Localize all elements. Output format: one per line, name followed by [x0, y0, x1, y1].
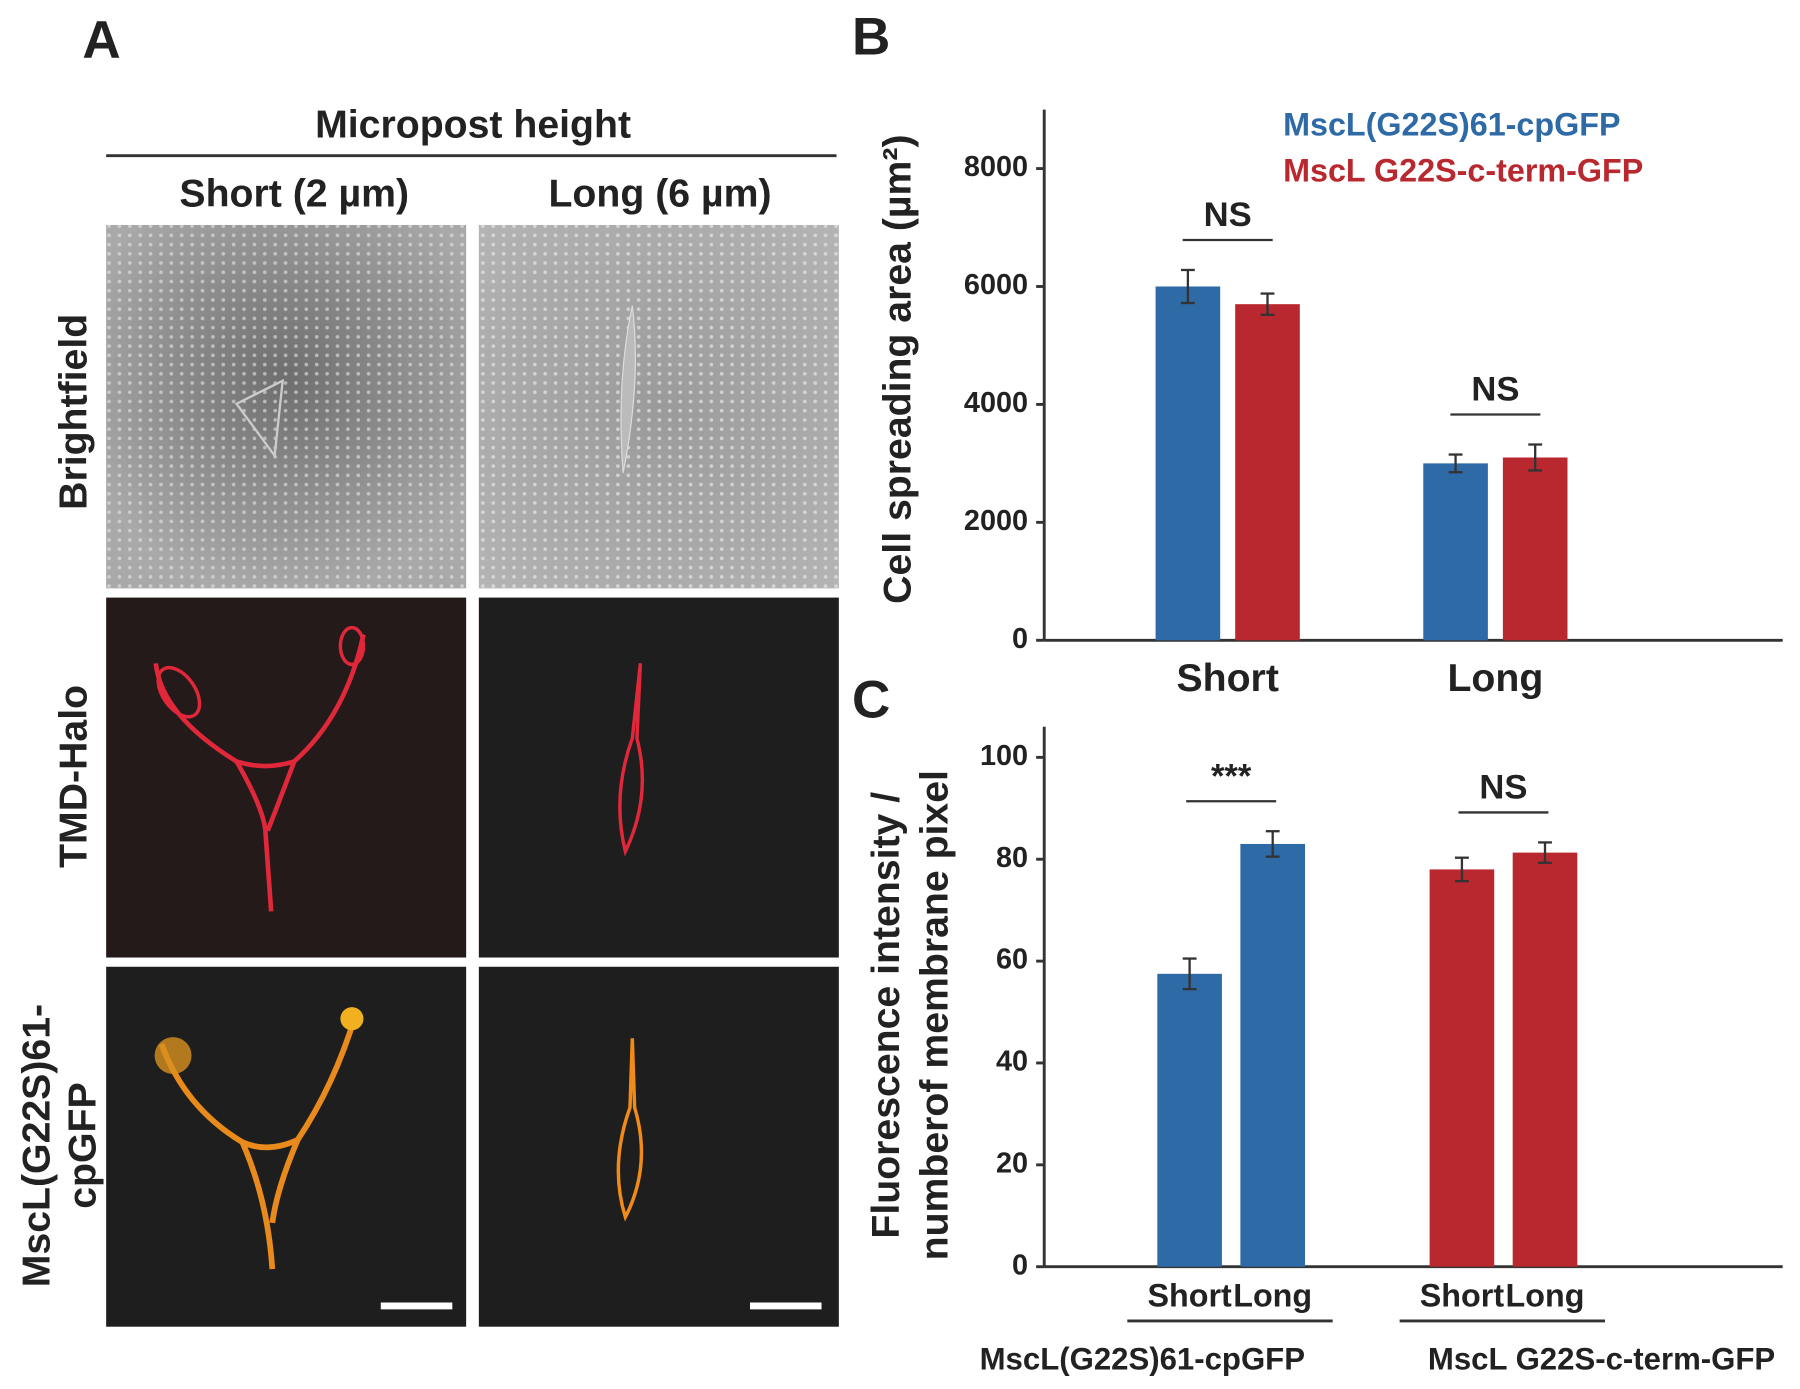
- significance-label: NS: [1204, 196, 1252, 234]
- cell: [616, 1038, 644, 1222]
- column-header: Long (6 µm): [548, 171, 771, 215]
- x-tick-label: Short: [1176, 656, 1278, 700]
- x-tick-label: Long: [1447, 656, 1543, 700]
- y-tick-label: 0: [1012, 1249, 1028, 1281]
- group-label: MscL(G22S)61-cpGFP: [980, 1342, 1305, 1377]
- y-axis-label: Fluorescence intensity /: [864, 792, 908, 1239]
- cell: [620, 305, 636, 474]
- y-tick-label: 6000: [964, 269, 1028, 301]
- bar: [1157, 973, 1222, 1267]
- cell: [154, 1037, 192, 1075]
- bar: [1423, 463, 1488, 641]
- cell: [234, 378, 285, 459]
- x-tick-label: Short: [1147, 1277, 1232, 1313]
- cell: [158, 1014, 359, 1270]
- row-label: Brightfield: [52, 314, 96, 510]
- cell: [153, 634, 366, 912]
- x-tick-label: Long: [1506, 1277, 1585, 1313]
- significance-label: NS: [1479, 768, 1527, 806]
- y-tick-label: 40: [996, 1046, 1028, 1078]
- y-tick-label: 100: [980, 740, 1028, 772]
- image-texture: [478, 224, 839, 589]
- legend-entry: MscL(G22S)61-cpGFP: [1283, 106, 1620, 142]
- panel-label: B: [852, 7, 890, 66]
- legend-entry: MscL G22S-c-term-GFP: [1283, 153, 1643, 189]
- row-label: MscL(G22S)61-: [15, 1004, 59, 1287]
- bar: [1502, 457, 1568, 641]
- bar: [1155, 286, 1221, 641]
- image: [478, 966, 839, 1327]
- cell: [338, 625, 366, 667]
- panel-label: C: [852, 671, 890, 730]
- bar: [1429, 869, 1495, 1267]
- y-tick-label: 20: [996, 1147, 1028, 1179]
- cell: [618, 663, 645, 857]
- bar: [1512, 852, 1578, 1267]
- row-label: TMD-Halo: [52, 685, 96, 868]
- y-tick-label: 2000: [964, 505, 1028, 537]
- column-header: Short (2 µm): [179, 171, 409, 215]
- y-tick-label: 80: [996, 842, 1028, 874]
- cell: [156, 665, 202, 719]
- y-axis-label: Cell spreading area (µm²): [875, 134, 919, 603]
- bar: [1235, 304, 1300, 641]
- y-tick-label: 60: [996, 944, 1028, 976]
- x-tick-label: Short: [1420, 1277, 1505, 1313]
- image: [478, 597, 839, 958]
- y-tick-label: 8000: [964, 151, 1028, 183]
- header: Micropost height: [315, 102, 631, 146]
- group-label: MscL G22S-c-term-GFP: [1428, 1342, 1775, 1377]
- significance-label: NS: [1471, 371, 1519, 409]
- y-tick-label: 4000: [964, 387, 1028, 419]
- y-axis-label: numberof membrane pixel: [912, 770, 956, 1260]
- significance-label: ***: [1211, 757, 1252, 795]
- x-tick-label: Long: [1233, 1277, 1312, 1313]
- bar: [1240, 843, 1305, 1267]
- image-texture: [106, 224, 467, 589]
- micrographs: [106, 224, 839, 1327]
- row-label: cpGFP: [61, 1082, 105, 1208]
- panel-label: A: [82, 11, 120, 70]
- y-tick-label: 0: [1012, 623, 1028, 655]
- cell: [340, 1007, 364, 1031]
